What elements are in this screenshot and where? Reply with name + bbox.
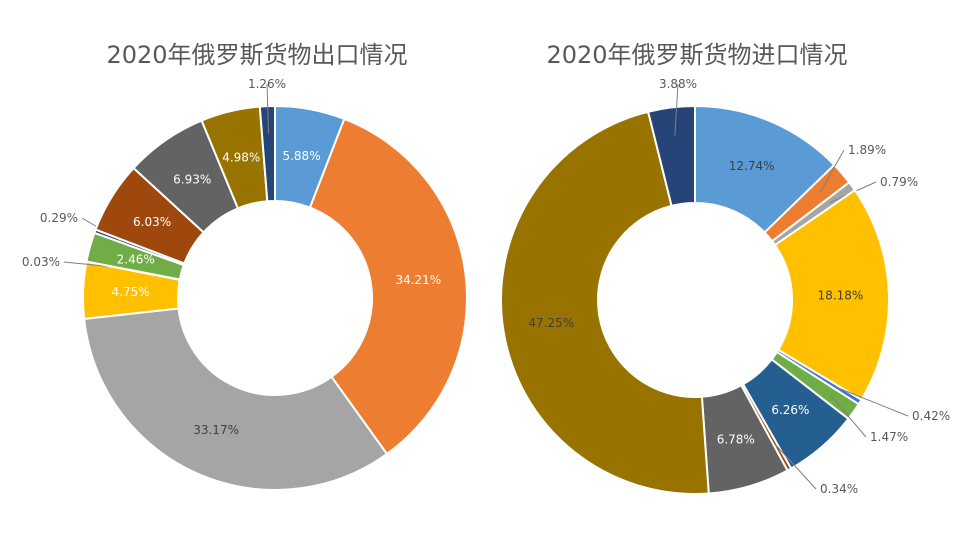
export-donut: 5.88% 34.21% 33.17% 4.75% 0.03% 2.46% 0.29% 6.0…	[22, 77, 468, 491]
import-chart-title: 2020年俄罗斯货物进口情况	[546, 41, 847, 69]
export-slice-label-10: 1.26%	[248, 77, 286, 91]
import-leader-line-1	[819, 149, 845, 193]
export-slice-label-7: 6.03%	[133, 215, 171, 229]
export-slice-label-8: 6.93%	[173, 173, 211, 187]
export-slice-label-3: 4.75%	[112, 285, 150, 299]
import-slice-label-6: 6.26%	[771, 403, 809, 417]
export-slice-label-4: 0.03%	[22, 255, 60, 269]
import-slice-label-4: 0.42%	[912, 409, 950, 423]
import-slice-label-5: 1.47%	[870, 430, 908, 444]
export-chart-title: 2020年俄罗斯货物出口情况	[106, 41, 407, 69]
import-slice-label-7: 0.34%	[820, 482, 858, 496]
export-slice-2	[83, 307, 388, 491]
export-slice-label-5: 2.46%	[117, 253, 155, 267]
export-slice-label-0: 5.88%	[282, 149, 320, 163]
import-slice-9	[500, 110, 710, 495]
import-slice-3	[773, 189, 890, 401]
export-leader-line-10	[266, 83, 269, 134]
export-slice-label-6: 0.29%	[40, 211, 78, 225]
import-slice-label-0: 12.74%	[729, 159, 775, 173]
import-slice-label-10: 3.88%	[659, 77, 697, 91]
import-donut: 12.74% 1.89% 0.79% 18.18% 0.42% 1.47% 6.26% 0.3…	[500, 77, 950, 496]
import-slice-label-8: 6.78%	[717, 433, 755, 447]
import-leader-line-4	[835, 386, 909, 417]
export-slice-label-1: 34.21%	[395, 273, 441, 287]
export-slice-label-9: 4.98%	[222, 150, 260, 164]
import-slice-label-1: 1.89%	[848, 143, 886, 157]
import-leader-line-5	[829, 394, 867, 438]
import-slice-label-2: 0.79%	[880, 175, 918, 189]
import-slice-10	[647, 105, 696, 207]
import-slice-label-9: 47.25%	[528, 316, 574, 330]
import-leader-line-10	[674, 83, 679, 136]
export-slice-10	[258, 105, 276, 203]
export-slice-label-2: 33.17%	[193, 423, 239, 437]
import-slice-label-3: 18.18%	[818, 289, 864, 303]
import-leader-line-7	[775, 444, 817, 490]
export-slice-1	[309, 117, 468, 455]
